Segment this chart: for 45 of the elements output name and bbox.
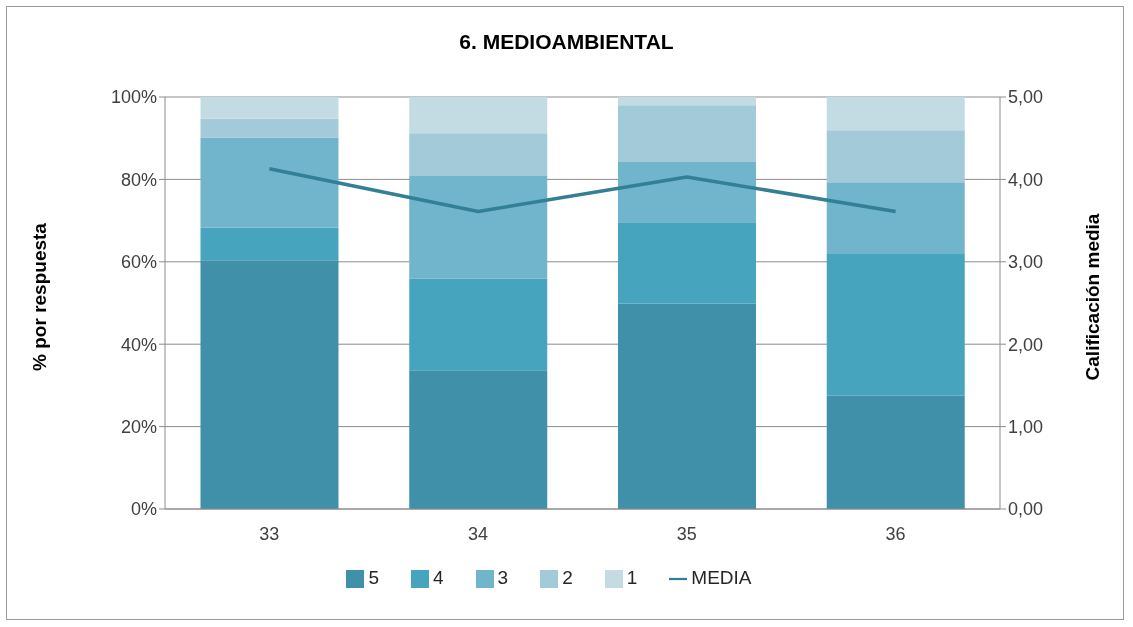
y-tick-label: 100%: [110, 87, 157, 108]
legend-label: 2: [562, 567, 574, 588]
y2-tick-label: 4,00: [1008, 169, 1044, 190]
legend-label: MEDIA: [691, 567, 753, 588]
bar: [200, 227, 339, 261]
y2-tick-label: 3,00: [1008, 252, 1044, 273]
x-tick-label: 34: [468, 523, 489, 544]
bar: [826, 130, 965, 183]
legend-label: 1: [626, 567, 639, 588]
bar: [617, 303, 756, 509]
bar: [409, 97, 548, 134]
x-tick-label: 35: [676, 523, 697, 544]
bar: [617, 105, 756, 163]
bar: [409, 176, 548, 279]
chart-title: 6. MEDIOAMBIENTAL: [458, 30, 675, 54]
bar: [826, 97, 965, 131]
x-tick-label: 36: [885, 523, 906, 544]
y-tick-label: 40%: [120, 334, 157, 355]
y-tick-label: 60%: [120, 252, 157, 273]
bar: [826, 253, 965, 396]
y2-tick-label: 1,00: [1008, 416, 1044, 437]
x-tick-label: 33: [259, 523, 280, 544]
bar: [200, 97, 339, 119]
bar: [200, 137, 339, 228]
y2-axis-title: Calificación media: [1082, 213, 1104, 381]
bar: [200, 260, 339, 509]
y2-tick-label: 2,00: [1008, 334, 1044, 355]
bar: [826, 182, 965, 254]
bar: [617, 222, 756, 304]
bar: [617, 162, 756, 223]
bar: [617, 97, 756, 106]
legend-label: 4: [433, 567, 445, 588]
y-tick-label: 20%: [120, 416, 157, 437]
y-axis-title: % por respuesta: [29, 223, 51, 371]
bar: [409, 133, 548, 177]
bar: [200, 118, 339, 138]
bar: [409, 278, 548, 371]
y2-tick-label: 5,00: [1008, 87, 1044, 108]
bar: [409, 370, 548, 509]
y-tick-label: 0%: [130, 499, 157, 520]
bar: [826, 395, 965, 509]
y-tick-label: 80%: [120, 169, 157, 190]
legend-label: 3: [497, 567, 510, 588]
legend-label: 5: [368, 567, 381, 588]
y2-tick-label: 0,00: [1008, 499, 1044, 520]
